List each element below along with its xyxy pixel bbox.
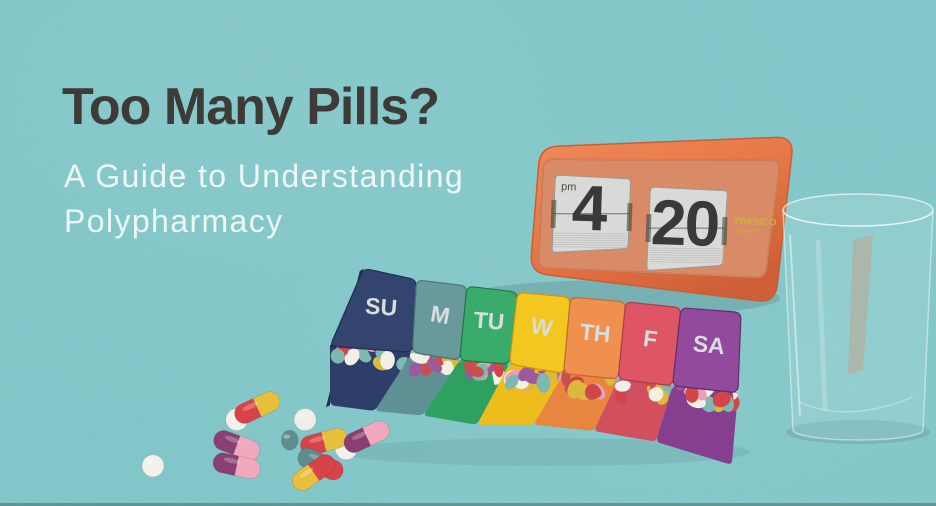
svg-text:pm: pm <box>561 181 577 193</box>
svg-text:SU: SU <box>364 293 398 321</box>
svg-text:SA: SA <box>692 330 726 359</box>
svg-text:TU: TU <box>473 307 506 335</box>
svg-text:20: 20 <box>650 186 719 260</box>
svg-text:TWEMCO: TWEMCO <box>733 216 777 228</box>
svg-text:TH: TH <box>579 318 612 347</box>
svg-text:QUARTZ: QUARTZ <box>733 229 758 236</box>
